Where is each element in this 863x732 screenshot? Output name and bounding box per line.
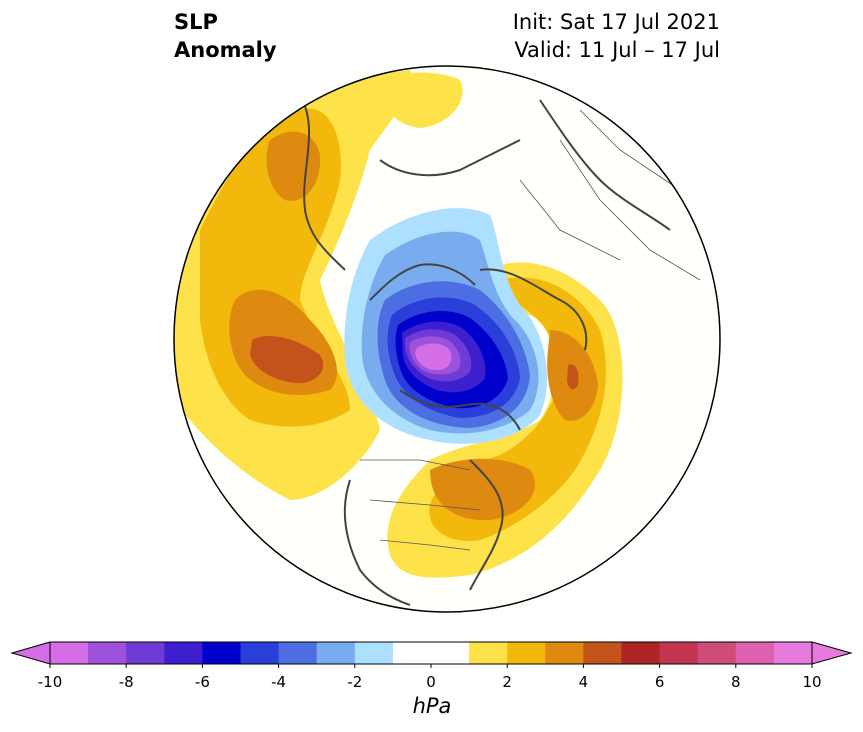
polar-map bbox=[173, 65, 721, 613]
colorbar-segment bbox=[545, 642, 584, 664]
colorbar-segment bbox=[697, 642, 737, 664]
colorbar-tick-label: -6 bbox=[194, 673, 210, 691]
colorbar-tick-label: 0 bbox=[426, 673, 436, 691]
colorbar-unit: hPa bbox=[412, 694, 452, 718]
coastlines bbox=[299, 94, 671, 606]
colorbar-tick-label: -10 bbox=[37, 673, 63, 691]
colorbar-tick-label: 8 bbox=[731, 673, 741, 691]
positive-anomaly-west bbox=[174, 70, 412, 500]
positive-anomaly-east bbox=[387, 262, 623, 578]
colorbar-tick-label: -2 bbox=[347, 673, 363, 691]
borders bbox=[360, 109, 701, 551]
colorbar bbox=[10, 641, 853, 668]
colorbar-tick-label: 2 bbox=[502, 673, 512, 691]
map-frame bbox=[173, 65, 721, 613]
date-info: Init: Sat 17 Jul 2021 Valid: 11 Jul – 17… bbox=[513, 8, 720, 64]
colorbar-segment bbox=[88, 642, 127, 664]
valid-range: Valid: 11 Jul – 17 Jul bbox=[514, 38, 720, 62]
colorbar-tick-label: 4 bbox=[578, 673, 589, 691]
colorbar-tick-label: 6 bbox=[654, 673, 665, 691]
colorbar-segment bbox=[773, 642, 813, 664]
colorbar-segment bbox=[621, 642, 661, 664]
colorbar-segment bbox=[583, 642, 622, 664]
colorbar-segment bbox=[507, 642, 546, 664]
colorbar-extend-high bbox=[811, 641, 853, 665]
colorbar-segment bbox=[354, 642, 394, 664]
colorbar-segment bbox=[659, 642, 699, 664]
colorbar-segment bbox=[316, 642, 356, 664]
positive-anomaly-north bbox=[379, 72, 463, 128]
colorbar-segment bbox=[240, 642, 280, 664]
colorbar-segment bbox=[278, 642, 318, 664]
title-line-2: Anomaly bbox=[174, 38, 277, 62]
negative-anomaly-pole bbox=[344, 208, 548, 444]
colorbar-segment bbox=[469, 642, 508, 664]
init-date: Init: Sat 17 Jul 2021 bbox=[512, 10, 720, 34]
colorbar-segment bbox=[735, 642, 775, 664]
colorbar-segment bbox=[392, 642, 470, 664]
colorbar-extend-low bbox=[10, 641, 51, 665]
colorbar-tick-label: 10 bbox=[802, 673, 822, 691]
colorbar-segment bbox=[50, 642, 89, 664]
colorbar-tick-label: -4 bbox=[271, 673, 287, 691]
colorbar-segment bbox=[164, 642, 203, 664]
map-title: SLP Anomaly bbox=[174, 8, 277, 64]
colorbar-segment bbox=[126, 642, 165, 664]
colorbar-tick-label: -8 bbox=[118, 673, 134, 691]
title-line-1: SLP bbox=[174, 10, 218, 34]
colorbar-segment bbox=[202, 642, 241, 664]
